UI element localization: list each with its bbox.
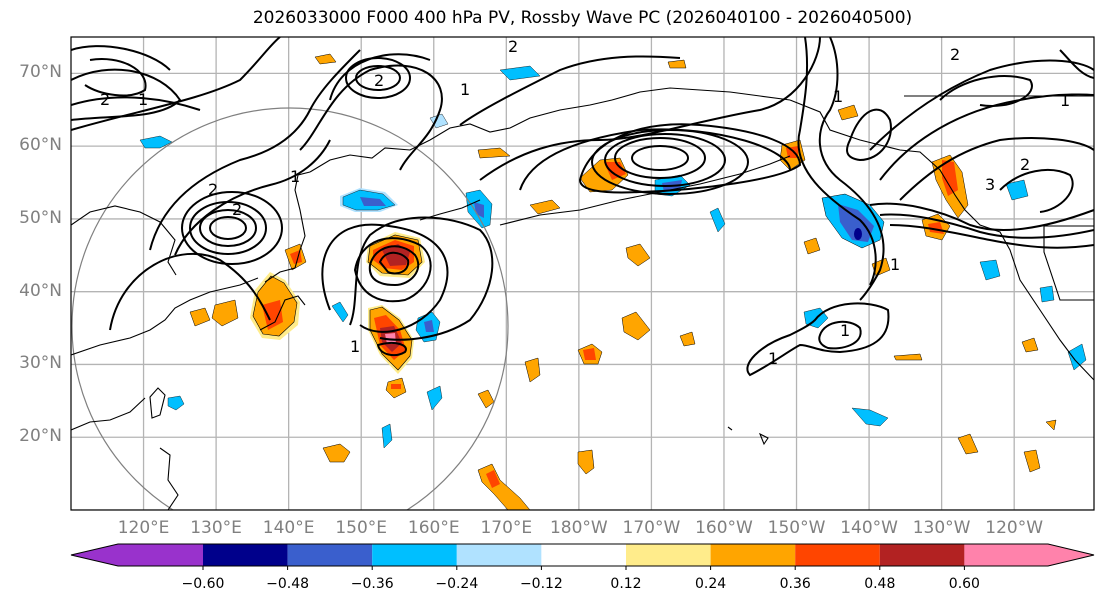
contour-label: 2 — [950, 45, 960, 64]
contour-label: 1 — [890, 255, 900, 274]
lon-tick-label: 180°W — [549, 518, 608, 538]
lat-tick-label: 70°N — [19, 62, 62, 83]
colorbar-tick-label: −0.60 — [181, 576, 225, 592]
colorbar-segment — [287, 544, 373, 566]
colorbar-segment — [879, 544, 965, 566]
lat-tick-label: 50°N — [19, 207, 62, 228]
lon-tick-label: 170°E — [480, 518, 533, 538]
reference-circle — [71, 107, 509, 510]
contour-label: 1 — [138, 90, 148, 109]
map-frame — [70, 36, 1095, 511]
colorbar-tick-label: −0.48 — [266, 576, 310, 592]
lon-tick-label: 130°E — [190, 518, 242, 538]
contour-1-subtropical — [746, 302, 890, 377]
colorbar-segment — [456, 544, 542, 566]
colorbar-outline — [70, 543, 1095, 567]
colorbar-tick-label: 0.60 — [948, 576, 980, 592]
lon-tick-label: 130°W — [912, 518, 971, 538]
lon-tick-label: 160°W — [695, 518, 753, 538]
contour-label: 1 — [833, 87, 843, 106]
colorbar-segment — [71, 544, 203, 566]
contour-label: 2 — [1020, 155, 1030, 174]
lon-tick-label: 140°E — [262, 518, 315, 538]
contour-label: 1 — [460, 80, 470, 99]
colorbar-tick-label: 0.48 — [864, 576, 896, 592]
lon-tick-label: 160°E — [407, 518, 460, 538]
shaded-anomalies — [139, 53, 1087, 510]
contour-label: 1 — [768, 349, 778, 368]
colorbar-segment — [964, 544, 1094, 566]
colorbar-segment — [203, 544, 288, 566]
contour-label: 1 — [840, 321, 850, 340]
lon-tick-label: 150°E — [335, 518, 388, 538]
contour-label: 2 — [374, 71, 384, 90]
contour-label: 1 — [1060, 91, 1070, 110]
coastlines — [71, 87, 1094, 510]
lat-tick-label: 60°N — [19, 135, 62, 156]
lon-tick-label: 170°W — [622, 518, 681, 538]
lon-tick-label: 140°W — [840, 518, 898, 538]
lon-tick-label: 120°W — [985, 518, 1044, 538]
colorbar-segment — [795, 544, 880, 566]
colorbar-segment — [626, 544, 711, 566]
contour-label: 1 — [290, 167, 300, 186]
colorbar-tick-label: −0.12 — [519, 576, 563, 592]
contour-label: 3 — [985, 175, 995, 194]
chart-title: 2026033000 F000 400 hPa PV, Rossby Wave … — [252, 8, 913, 28]
lon-tick-label: 120°E — [117, 518, 170, 538]
contour-label: 2 — [508, 37, 518, 56]
lon-tick-label: 150°W — [767, 518, 826, 538]
colorbar-tick-label: 0.12 — [610, 576, 642, 592]
contour-label: 2 — [100, 90, 110, 109]
colorbar-segment — [372, 544, 457, 566]
colorbar — [70, 543, 1095, 570]
colorbar-tick-label: −0.36 — [350, 576, 394, 592]
contour-label: 2 — [208, 180, 218, 199]
lat-tick-label: 20°N — [19, 426, 62, 447]
colorbar-tick-label: 0.36 — [779, 576, 811, 592]
colorbar-segment — [710, 544, 796, 566]
contour-labels: 2 1 2 2 1 2 1 1 1 1 2 1 2 3 1 1 2 — [100, 37, 1070, 368]
pv-contours — [71, 37, 1094, 377]
lat-tick-label: 30°N — [19, 353, 62, 374]
gridlines — [71, 37, 1094, 510]
colorbar-tick-label: −0.24 — [435, 576, 479, 592]
colorbar-segment — [541, 544, 626, 566]
contour-label: 2 — [232, 200, 242, 219]
colorbar-tick-label: 0.24 — [695, 576, 727, 592]
contour-label: 1 — [350, 337, 360, 356]
lat-tick-label: 40°N — [19, 280, 62, 301]
